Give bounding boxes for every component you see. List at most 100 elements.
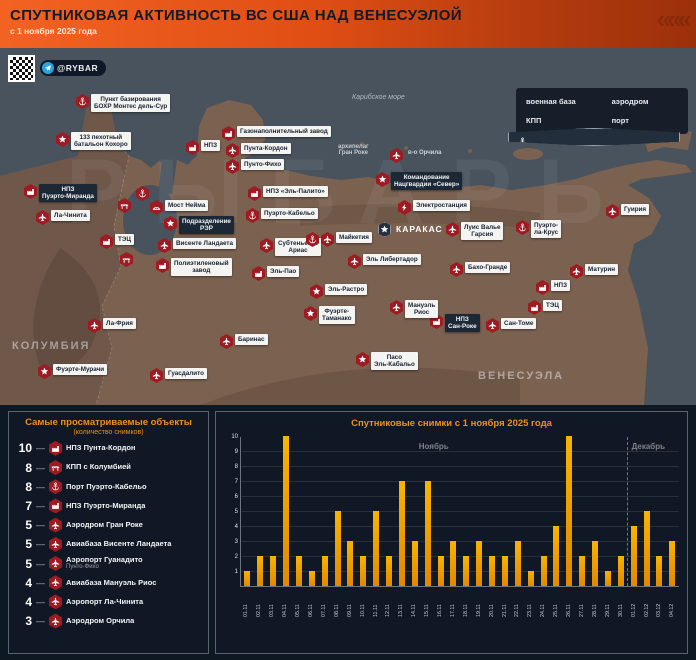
x-tick: 29.11 [601,589,614,617]
header: СПУТНИКОВАЯ АКТИВНОСТЬ ВС США НАД ВЕНЕСУ… [0,0,696,48]
object-count: 10 [18,441,32,456]
plane-icon [390,148,403,163]
chart-bar-slot [408,437,421,586]
plane-icon [450,262,463,277]
marker-punta-kordon: Пунта-Кордон [226,143,291,158]
month-separator [627,437,629,586]
chart-bar-slot [563,436,576,586]
star-icon [164,216,177,231]
marker-most-neima: Мост Нейма [150,200,209,215]
x-tick-label: 04.12 [669,603,676,617]
x-tick-label: 06.11 [307,604,314,617]
x-tick-label: 18.11 [462,604,469,617]
map-label: Пункт базирования БОХР Монтес дель-Сур [91,94,171,113]
x-tick: 03.12 [653,589,666,617]
plane-icon [49,536,62,552]
map-label: Баринас [235,334,268,345]
object-count: 8 [25,460,32,475]
chart-title: Спутниковые снимки с 1 ноября 2025 года [351,418,552,429]
plane-icon [226,159,239,174]
chart-bar-01.11 [244,571,251,586]
map-label: Эль-Растро [325,284,368,295]
kpp-icon [120,252,133,267]
map-label: Пасо Эль-Кабальо [371,352,418,371]
x-tick-label: 24.11 [540,604,547,617]
marker-bohr-montes-del-sur: Пункт базирования БОХР Монтес дель-Сур [76,94,171,113]
x-tick: 21.11 [498,589,511,617]
marker-barinas: Баринас [220,334,268,349]
chart-bar-06.11 [308,571,315,586]
top-objects-panel: Самые просматриваемые объекты (количеств… [8,411,209,654]
chart-bar-04.12 [669,541,676,586]
x-tick: 30.11 [614,589,627,617]
plane-icon [321,232,334,247]
x-tick-label: 03.12 [656,603,663,617]
map-label: НПЗ «Эль-Палито» [263,186,328,197]
qr-code [8,55,35,82]
chart-bar-11.11 [373,511,380,586]
plane-icon [226,143,239,158]
dash-separator: — [36,443,45,454]
chart-bar-14.11 [411,541,418,586]
factory-icon [156,258,169,273]
map-label: КАРАКАС [396,223,443,234]
map-label: Сан-Томе [501,318,537,329]
chart-bar-slot [344,437,357,586]
factory-icon [222,126,235,141]
marker-luis-valle-garcia: Луис Валье Гарсия [446,222,504,241]
y-tick-label: 4 [234,524,238,530]
x-tick: 01.12 [627,589,640,617]
map-label: Фуэрте-Мурачи [53,364,108,375]
factory-icon [528,300,541,315]
chart-bar-12.11 [386,556,393,586]
legend-item-kpp: КПП [508,116,680,146]
x-tick-label: 27.11 [579,604,586,617]
bottom-section: Самые просматриваемые объекты (количеств… [0,405,696,660]
chart-bar-slot [486,437,499,586]
map-label: НПЗ Пуэрто-Миранда [39,184,97,203]
dash-separator: — [36,481,45,492]
object-name: КПП с Колумбией [66,462,131,472]
x-tick-label: 16.11 [437,604,444,617]
star-icon [304,306,317,321]
kpp-icon [118,198,131,213]
list-item: 3 — Аэродром Орчила [16,613,201,629]
x-tick-label: 30.11 [617,604,624,617]
map-label: Ла-Чинита [51,210,90,221]
marker-caracas: КАРАКАС [378,222,446,237]
marker-bajo-grande: Бахо-Гранде [450,262,511,277]
map-label: Эль Либертадор [363,254,421,265]
map-label: НПЗ [551,280,571,291]
marker-orchila-island: в-о Орчила [390,148,445,163]
chart-bar-29.11 [604,571,611,586]
dash-separator: — [36,500,45,511]
x-tick-label: 02.12 [643,603,650,617]
legend-label: КПП [526,116,542,125]
chart-bar-slot [357,437,370,586]
chart-bar-01.12 [630,526,637,586]
object-count: 5 [25,518,32,533]
marker-puerto-cabello: Пуэрто-Кабельо [246,208,318,223]
x-tick: 17.11 [447,589,460,617]
chart-bar-23.11 [527,571,534,586]
x-tick-label: 22.11 [514,604,521,617]
chart-bar-24.11 [540,556,547,586]
x-tick-label: 09.11 [346,604,353,617]
chart-bar-15.11 [424,481,431,586]
chart-bar-21.11 [501,556,508,586]
chart-bar-slot [370,437,383,586]
object-name: НПЗ Пуэрто-Миранда [66,500,146,510]
object-count: 5 [25,556,32,571]
y-tick-label: 1 [234,569,238,575]
map-label: Пуэрто-Кабельо [261,208,318,219]
marker-maturin: Матурин [570,264,619,279]
map-label: Электростанция [413,200,470,211]
plane-icon [88,318,101,333]
factory-icon [24,184,37,199]
dash-separator: — [36,539,45,550]
chart-bar-05.11 [295,556,302,586]
x-tick: 07.11 [317,589,330,617]
chart-bar-08.11 [334,511,341,586]
object-name: Авиабаза Мануэль Риос [66,577,157,587]
